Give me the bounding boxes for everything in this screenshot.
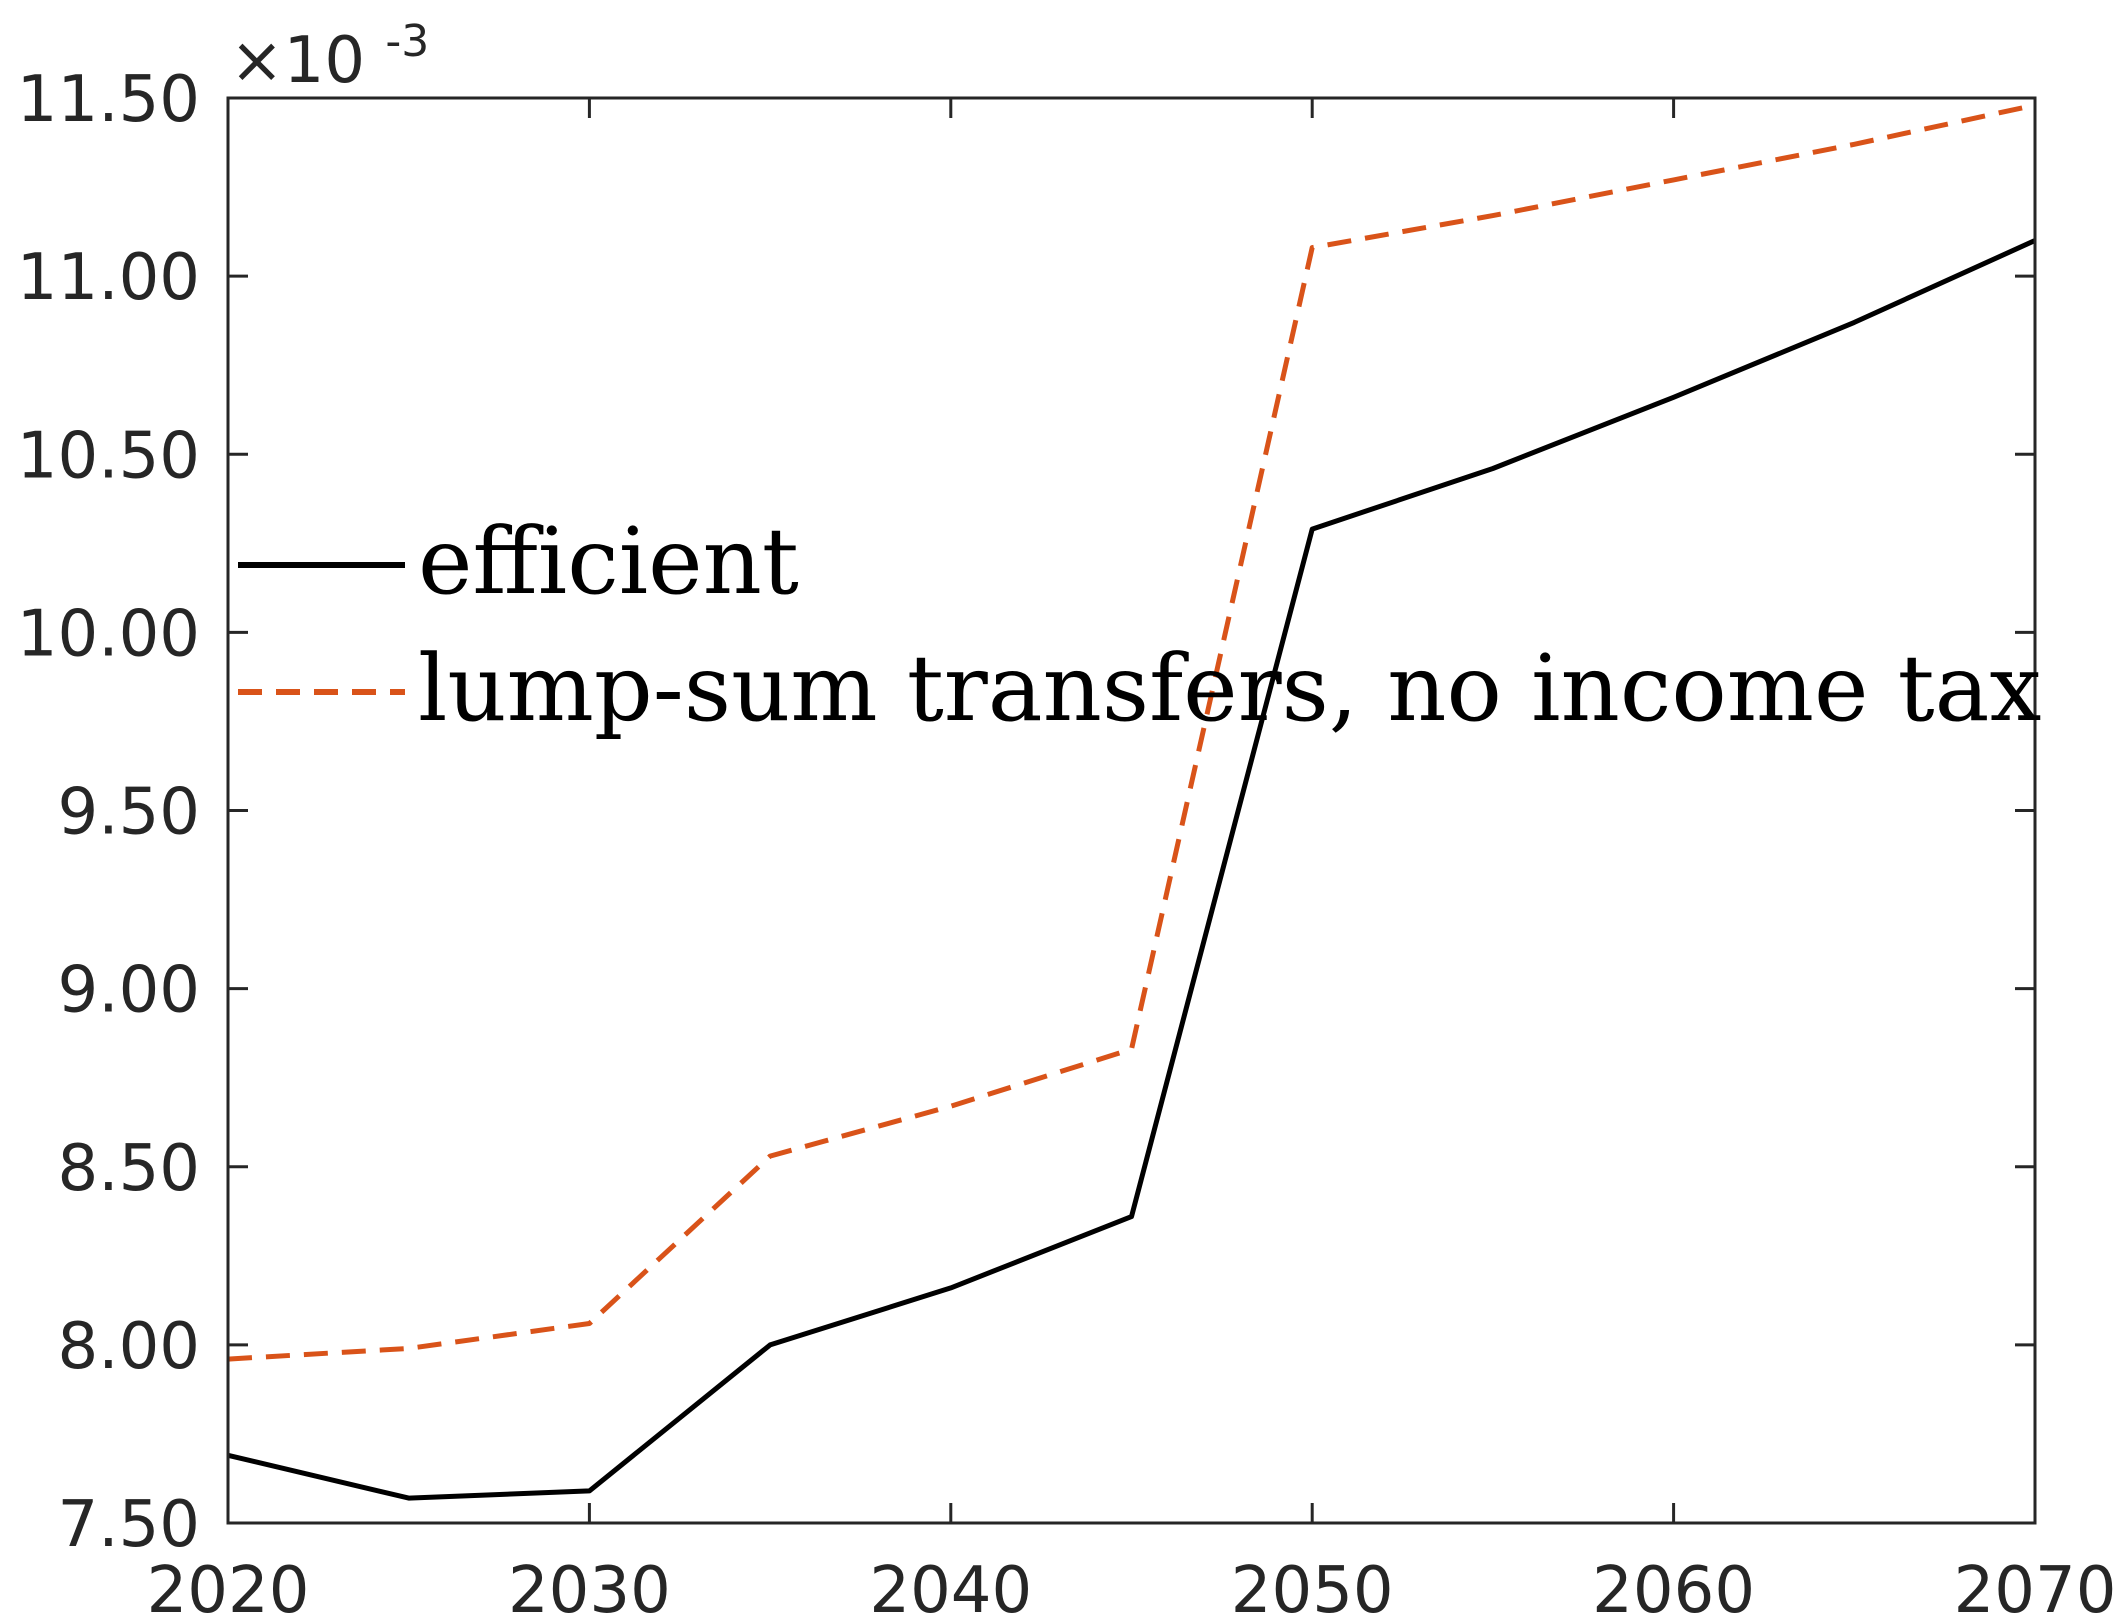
legend: efficient lump-sum transfers, no income t… [238, 508, 2041, 742]
y-tick-label: 9.00 [58, 954, 201, 1028]
y-exponent-power: -3 [385, 16, 429, 67]
x-tick-label: 2060 [1592, 1554, 1755, 1622]
axes-box [226, 96, 2037, 1525]
y-exponent-label: ×10 -3 [230, 16, 429, 98]
y-tick-label: 7.50 [58, 1488, 201, 1562]
series-line-1 [227, 238, 2037, 1501]
y-tick-label: 8.00 [58, 1310, 201, 1384]
y-tick-label: 8.50 [58, 1132, 201, 1206]
tick-labels: 2020 2030 2040 2050 2060 2070 7.50 8.00 8.50 9.00… [17, 63, 2117, 1622]
y-tick-label: 11.50 [17, 63, 200, 137]
legend-label-2: lump-sum transfers, no income tax [418, 635, 2041, 742]
y-tick-label: 11.00 [17, 241, 200, 315]
y-exponent-base: ×10 [230, 24, 365, 98]
series-layer [227, 102, 2037, 1501]
x-tick-label: 2020 [147, 1554, 310, 1622]
y-tick-label: 10.00 [17, 597, 200, 671]
x-tick-label: 2070 [1954, 1554, 2117, 1622]
y-tick-label: 10.50 [17, 419, 200, 493]
x-tick-label: 2030 [508, 1554, 671, 1622]
y-tick-label: 9.50 [58, 776, 201, 850]
ticks-layer [226, 96, 2037, 1525]
x-tick-label: 2040 [869, 1554, 1032, 1622]
x-tick-label: 2050 [1231, 1554, 1394, 1622]
legend-label-1: efficient [418, 508, 799, 615]
